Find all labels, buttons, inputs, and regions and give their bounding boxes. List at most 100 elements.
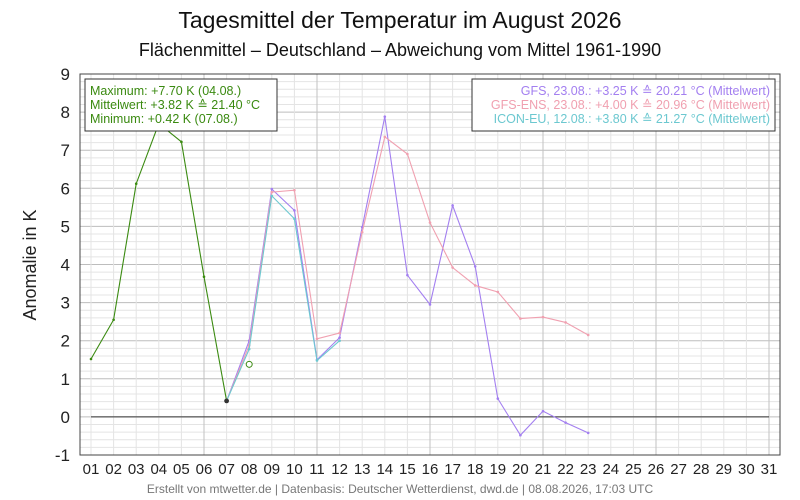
y-tick-label: -1	[55, 446, 70, 465]
series-point-0	[180, 140, 183, 144]
x-tick-label: 15	[399, 461, 416, 478]
series-point-2	[293, 188, 296, 192]
series-point-1	[473, 265, 477, 268]
y-tick-label: 3	[61, 294, 70, 313]
x-tick-label: 31	[761, 461, 778, 478]
chart-title: Tagesmittel der Temperatur im August 202…	[178, 7, 621, 33]
y-axis-label: Anomalie in K	[20, 209, 40, 320]
series-point-1	[586, 431, 590, 435]
model-legend: GFS, 23.08.: +3.25 K ≙ 20.21 °C (Mittelw…	[471, 78, 776, 132]
series-point-1	[338, 336, 341, 339]
x-tick-label: 07	[218, 461, 235, 478]
x-tick-label: 08	[241, 461, 258, 478]
x-tick-label: 12	[331, 461, 348, 478]
series-point-2	[360, 230, 364, 234]
x-tick-label: 29	[715, 461, 732, 478]
series-point-1	[541, 409, 545, 413]
chart-subtitle: Flächenmittel – Deutschland – Abweichung…	[139, 40, 661, 60]
y-tick-label: 7	[61, 141, 70, 160]
x-tick-label: 28	[693, 461, 710, 478]
series-point-2	[406, 152, 409, 156]
special-markers	[224, 360, 253, 404]
y-tick-label: 1	[61, 370, 70, 389]
x-tick-label: 26	[648, 461, 665, 478]
stats-box-frame	[84, 78, 278, 132]
series-point-2	[315, 337, 319, 341]
x-tick-labels: 01 02 03 04 05 06 07 08 09 10 11 12 13 14 15 16 17 18 19 20…	[83, 461, 778, 478]
series-point-1	[564, 421, 567, 424]
y-tick-label: 2	[61, 332, 70, 351]
series-point-2	[541, 315, 545, 319]
series-point-0	[134, 182, 138, 186]
y-tick-label: 0	[61, 408, 70, 427]
series-point-1	[496, 397, 500, 400]
series-point-1	[270, 187, 274, 191]
x-tick-label: 10	[286, 461, 303, 478]
series-point-2	[519, 317, 522, 320]
x-tick-label: 05	[173, 461, 190, 478]
model-legend-frame	[471, 78, 776, 132]
x-tick-label: 13	[354, 461, 371, 478]
series-point-1	[451, 204, 454, 207]
x-tick-label: 23	[580, 461, 597, 478]
series-point-3	[293, 217, 296, 221]
x-tick-label: 06	[196, 461, 213, 478]
y-tick-label: 9	[61, 65, 70, 84]
series-point-3	[247, 347, 251, 351]
y-tick-label: 6	[61, 179, 70, 198]
series-point-1	[383, 115, 387, 118]
model-legend-entry: GFS-ENS, 23.08.: +4.00 K ≙ 20.96 °C (Mit…	[491, 98, 770, 112]
y-tick-label: 4	[61, 256, 70, 275]
last-observed-dot	[224, 398, 230, 404]
x-tick-label: 30	[738, 461, 755, 478]
series-point-2	[564, 321, 567, 324]
y-tick-label: 5	[61, 217, 70, 236]
series-point-3	[315, 359, 319, 362]
x-tick-label: 16	[422, 461, 439, 478]
series-point-3	[270, 194, 274, 198]
x-tick-label: 04	[150, 461, 167, 478]
y-tick-labels: -1 0 1 2 3 4 5 6 7 8 9	[55, 65, 70, 465]
series-point-2	[496, 290, 500, 294]
series-point-1	[406, 273, 409, 277]
series-point-2	[451, 266, 454, 269]
series-point-1	[428, 303, 432, 306]
x-tick-label: 11	[309, 461, 325, 478]
x-tick-label: 03	[128, 461, 145, 478]
series-point-1	[293, 209, 296, 212]
series-point-2	[270, 190, 274, 194]
x-tick-label: 24	[602, 461, 619, 478]
x-tick-label: 01	[83, 461, 100, 478]
series-point-0	[112, 318, 115, 322]
x-tick-label: 25	[625, 461, 642, 478]
series-point-3	[338, 339, 341, 343]
series-point-0	[202, 275, 206, 278]
x-tick-label: 09	[263, 461, 280, 478]
x-tick-label: 22	[557, 461, 574, 478]
footer-credit: Erstellt von mtwetter.de | Datenbasis: D…	[147, 482, 654, 496]
x-tick-label: 19	[489, 461, 506, 478]
series-point-1	[519, 433, 522, 437]
plot-frame	[79, 73, 781, 456]
x-tick-label: 17	[444, 461, 461, 478]
model-legend-entry: ICON-EU, 12.08.: +3.80 K ≙ 21.27 °C (Mit…	[494, 112, 770, 126]
series-point-2	[586, 333, 590, 337]
series-line-3	[226, 194, 340, 402]
series-point-2	[383, 135, 387, 139]
series-point-2	[473, 284, 477, 287]
x-tick-label: 02	[105, 461, 122, 478]
partial-day-marker	[245, 360, 253, 368]
stats-line: Mittelwert: +3.82 K ≙ 21.40 °C	[90, 98, 260, 112]
x-tick-label: 27	[670, 461, 687, 478]
series-point-2	[338, 331, 341, 335]
series-point-2	[428, 221, 432, 224]
model-legend-entry: GFS, 23.08.: +3.25 K ≙ 20.21 °C (Mittelw…	[521, 84, 770, 98]
series-point-0	[89, 357, 93, 361]
x-tick-label: 14	[376, 461, 393, 478]
series-lines	[89, 115, 590, 437]
x-tick-label: 21	[535, 461, 552, 478]
stats-line: Maximum: +7.70 K (04.08.)	[90, 84, 241, 98]
x-tick-label: 18	[467, 461, 484, 478]
y-tick-label: 8	[61, 103, 70, 122]
